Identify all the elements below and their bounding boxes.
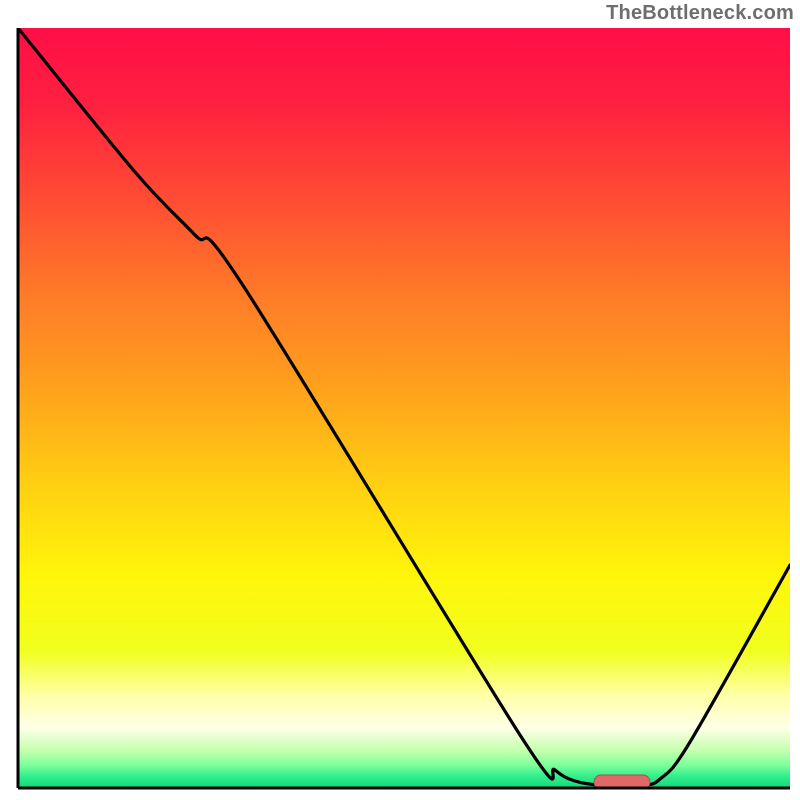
watermark-text: TheBottleneck.com bbox=[606, 2, 794, 25]
plot-area bbox=[18, 28, 790, 789]
bottleneck-chart bbox=[0, 0, 800, 800]
gradient-background bbox=[18, 28, 790, 788]
chart-container: TheBottleneck.com bbox=[0, 0, 800, 800]
